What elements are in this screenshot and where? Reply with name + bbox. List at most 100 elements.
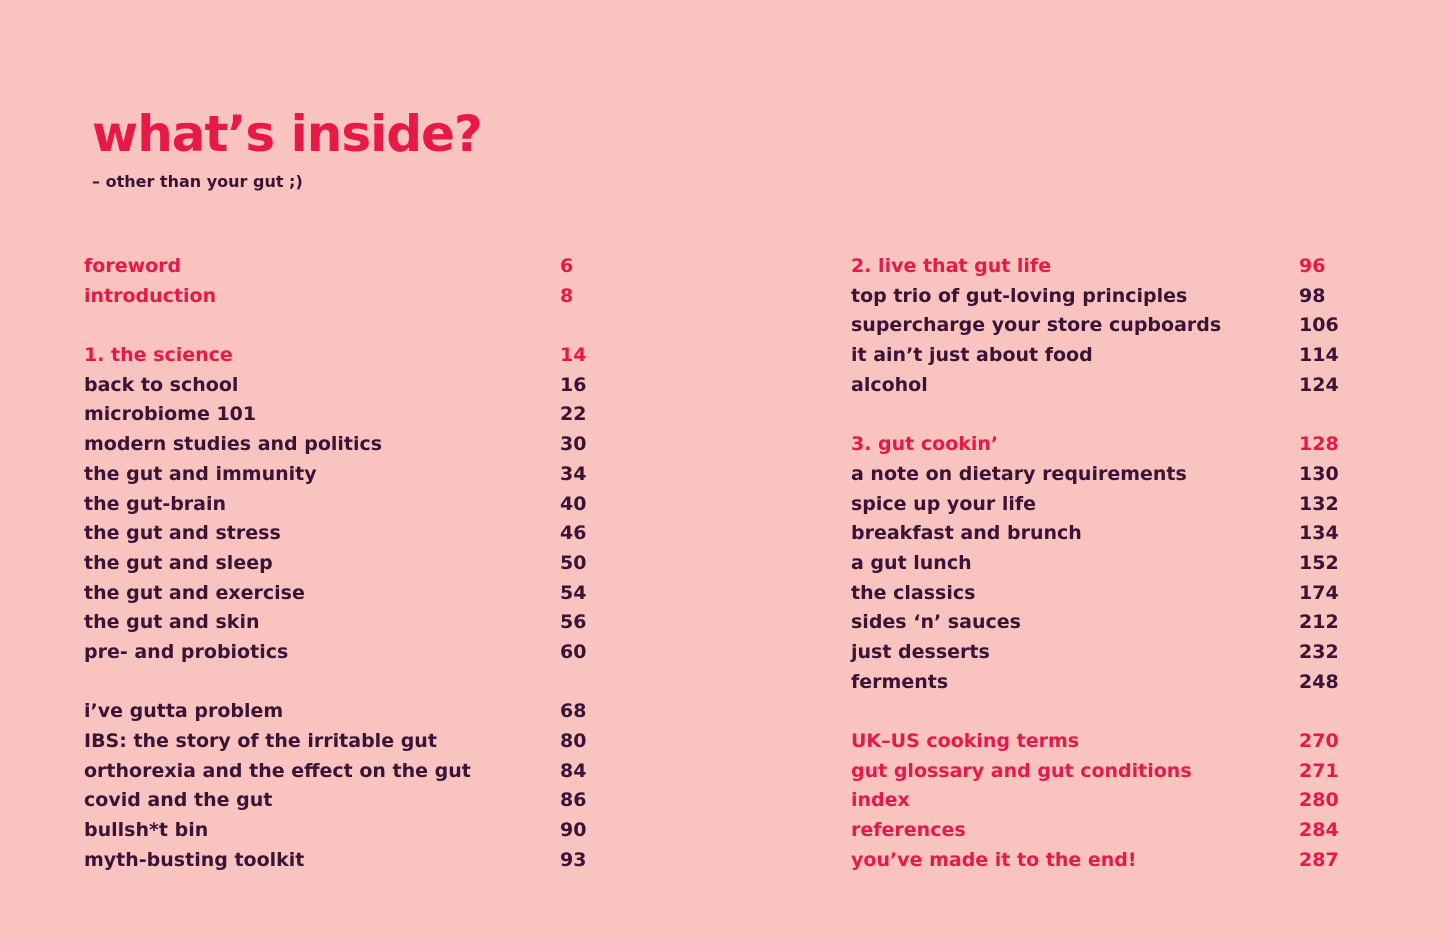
toc-entry: breakfast and brunch 134 xyxy=(851,519,1351,549)
toc-entry-label: IBS: the story of the irritable gut xyxy=(84,730,437,752)
toc-entry: 1. the science 14 xyxy=(84,341,594,371)
toc-entry-page-number: 287 xyxy=(1299,848,1339,871)
toc-entry: it ain’t just about food 114 xyxy=(851,341,1351,371)
toc-entry: introduction 8 xyxy=(84,282,594,312)
toc-entry: supercharge your store cupboards 106 xyxy=(851,311,1351,341)
toc-entry: gut glossary and gut conditions 271 xyxy=(851,757,1351,787)
toc-entry-label: index xyxy=(851,789,910,812)
toc-entry-label: sides ‘n’ sauces xyxy=(851,611,1021,634)
toc-entry-page-number: 50 xyxy=(560,551,587,574)
toc-entry-label: references xyxy=(851,819,966,842)
toc-entry-label: i’ve gutta problem xyxy=(84,700,284,723)
toc-entry-label: a gut lunch xyxy=(851,551,972,574)
toc-entry: IBS: the story of the irritable gut 80 xyxy=(84,727,594,757)
toc-entry-page-number: 130 xyxy=(1299,462,1339,485)
toc-entry-label: UK–US cooking terms xyxy=(851,730,1080,752)
toc-entry: a gut lunch 152 xyxy=(851,549,1351,579)
toc-entry-label: supercharge your store cupboards xyxy=(851,314,1222,337)
toc-entry-label: orthorexia and the effect on the gut xyxy=(84,759,471,782)
toc-entry-page-number: 34 xyxy=(560,462,587,485)
toc-entry-page-number: 98 xyxy=(1299,284,1326,307)
toc-entry: back to school 16 xyxy=(84,371,594,401)
toc-entry: the gut and immunity 34 xyxy=(84,460,594,490)
toc-entry: the gut and sleep 50 xyxy=(84,549,594,579)
toc-entry: UK–US cooking terms 270 xyxy=(851,727,1351,757)
toc-entry: just desserts 232 xyxy=(851,638,1351,668)
toc-entry-page-number: 128 xyxy=(1299,433,1339,456)
toc-entry: ferments 248 xyxy=(851,668,1351,698)
toc-entry-label: the gut-brain xyxy=(84,492,227,515)
toc-entry-page-number: 280 xyxy=(1299,789,1339,812)
toc-entry-label: the classics xyxy=(851,581,976,604)
page-title: what’s inside? xyxy=(92,105,483,163)
toc-entry-label: spice up your life xyxy=(851,492,1037,515)
toc-entry-page-number: 14 xyxy=(560,344,587,367)
toc-entry: foreword 6 xyxy=(84,252,594,282)
toc-entry-page-number: 106 xyxy=(1299,314,1339,337)
toc-entry-page-number: 248 xyxy=(1299,670,1339,693)
toc-entry-page-number: 46 xyxy=(560,522,587,545)
toc-entry-label: 3. gut cookin’ xyxy=(851,433,999,456)
toc-entry-page-number: 96 xyxy=(1299,255,1326,277)
toc-entry: the gut and exercise 54 xyxy=(84,579,594,609)
toc-entry-page-number: 132 xyxy=(1299,492,1339,515)
toc-entry-page-number: 16 xyxy=(560,373,587,396)
toc-right-column: 2. live that gut life 96 top trio of gut-l… xyxy=(851,252,1351,875)
toc-entry-label: the gut and skin xyxy=(84,611,260,634)
toc-entry: a note on dietary requirements 130 xyxy=(851,460,1351,490)
toc-entry: myth-busting toolkit 93 xyxy=(84,846,594,876)
toc-entry-label: top trio of gut-loving principles xyxy=(851,284,1188,307)
toc-entry-label: you’ve made it to the end! xyxy=(851,848,1137,871)
toc-entry-page-number: 212 xyxy=(1299,611,1339,634)
toc-entry: bullsh*t bin 90 xyxy=(84,816,594,846)
toc-entry-page-number: 271 xyxy=(1299,759,1339,782)
toc-entry-page-number: 90 xyxy=(560,819,587,842)
toc-entry-label: foreword xyxy=(84,255,182,277)
toc-entry: the gut and stress 46 xyxy=(84,519,594,549)
toc-entry-label: microbiome 101 xyxy=(84,403,257,426)
toc-entry: i’ve gutta problem 68 xyxy=(84,697,594,727)
toc-entry-label: the gut and immunity xyxy=(84,462,317,485)
toc-entry-page-number: 30 xyxy=(560,433,587,456)
toc-entry-page-number: 270 xyxy=(1299,730,1339,752)
toc-entry: 3. gut cookin’ 128 xyxy=(851,430,1351,460)
toc-entry-page-number: 232 xyxy=(1299,640,1339,663)
toc-entry-label: ferments xyxy=(851,670,949,693)
toc-entry-label: gut glossary and gut conditions xyxy=(851,759,1192,782)
toc-entry-label: introduction xyxy=(84,284,217,307)
toc-entry-page-number: 8 xyxy=(560,284,574,307)
toc-entry: the classics 174 xyxy=(851,579,1351,609)
toc-entry-page-number: 80 xyxy=(560,730,587,752)
toc-entry: microbiome 101 22 xyxy=(84,400,594,430)
toc-entry-page-number: 22 xyxy=(560,403,587,426)
toc-left-column: foreword 6 introduction 8 1. the science 14 ba… xyxy=(84,252,594,875)
toc-entry-page-number: 56 xyxy=(560,611,587,634)
toc-entry-label: pre- and probiotics xyxy=(84,640,289,663)
toc-entry-page-number: 124 xyxy=(1299,373,1339,396)
toc-entry: sides ‘n’ sauces 212 xyxy=(851,608,1351,638)
toc-entry-label: just desserts xyxy=(851,640,990,663)
toc-entry: pre- and probiotics 60 xyxy=(84,638,594,668)
toc-entry: covid and the gut 86 xyxy=(84,786,594,816)
toc-entry: you’ve made it to the end! 287 xyxy=(851,846,1351,876)
toc-entry-label: the gut and exercise xyxy=(84,581,305,604)
toc-entry: the gut-brain 40 xyxy=(84,490,594,520)
toc-entry-label: myth-busting toolkit xyxy=(84,848,305,871)
toc-entry-label: breakfast and brunch xyxy=(851,522,1082,545)
toc-entry-page-number: 84 xyxy=(560,759,587,782)
toc-entry: references 284 xyxy=(851,816,1351,846)
toc-entry-label: bullsh*t bin xyxy=(84,819,209,842)
toc-entry: spice up your life 132 xyxy=(851,490,1351,520)
toc-entry: the gut and skin 56 xyxy=(84,608,594,638)
toc-entry: alcohol 124 xyxy=(851,371,1351,401)
toc-entry-page-number: 68 xyxy=(560,700,587,723)
toc-entry-label: back to school xyxy=(84,373,239,396)
toc-entry-page-number: 6 xyxy=(560,255,574,277)
toc-entry-page-number: 54 xyxy=(560,581,587,604)
toc-entry-label: modern studies and politics xyxy=(84,433,383,456)
toc-entry-label: 2. live that gut life xyxy=(851,255,1052,277)
toc-entry: top trio of gut-loving principles 98 xyxy=(851,282,1351,312)
toc-entry-page-number: 93 xyxy=(560,848,587,871)
toc-entry-page-number: 60 xyxy=(560,640,587,663)
toc-entry-page-number: 174 xyxy=(1299,581,1339,604)
